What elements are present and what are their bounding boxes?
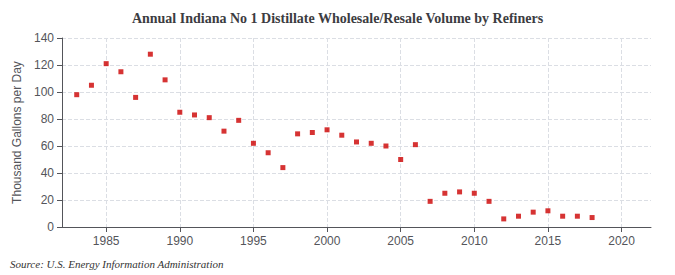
svg-text:1995: 1995 [240,234,267,248]
svg-text:2005: 2005 [387,234,414,248]
svg-text:2020: 2020 [608,234,635,248]
svg-text:Annual Indiana No 1 Distillate: Annual Indiana No 1 Distillate Wholesale… [132,11,544,26]
svg-text:Thousand Gallons per Day: Thousand Gallons per Day [10,61,24,204]
svg-text:2015: 2015 [535,234,562,248]
svg-text:80: 80 [41,112,55,126]
svg-text:2010: 2010 [461,234,488,248]
svg-text:2000: 2000 [314,234,341,248]
svg-text:1990: 1990 [166,234,193,248]
svg-text:60: 60 [41,139,55,153]
svg-text:120: 120 [34,58,54,72]
svg-text:20: 20 [41,193,55,207]
svg-text:0: 0 [47,220,54,234]
svg-text:100: 100 [34,85,54,99]
svg-text:Source: U.S. Energy Informatio: Source: U.S. Energy Information Administ… [10,258,224,270]
svg-text:40: 40 [41,166,55,180]
svg-text:1985: 1985 [93,234,120,248]
svg-text:140: 140 [34,31,54,45]
